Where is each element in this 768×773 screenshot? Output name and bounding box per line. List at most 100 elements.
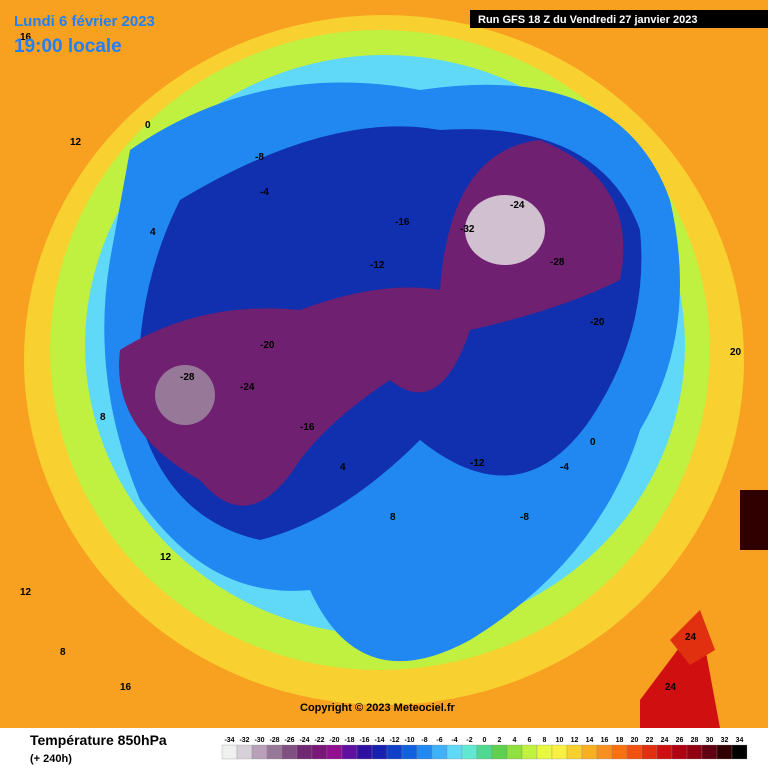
run-info: Run GFS 18 Z du Vendredi 27 janvier 2023 bbox=[478, 14, 697, 26]
legend-tick: -14 bbox=[374, 737, 384, 744]
legend-tick: 16 bbox=[601, 737, 609, 744]
legend-swatch bbox=[461, 744, 478, 760]
legend-swatch bbox=[221, 744, 238, 760]
legend-tick: 18 bbox=[616, 737, 624, 744]
contour-label: 8 bbox=[100, 412, 106, 423]
legend-tick: 22 bbox=[646, 737, 654, 744]
contour-label: -20 bbox=[590, 317, 605, 328]
legend-tick: 2 bbox=[498, 737, 502, 744]
contour-label: -24 bbox=[510, 200, 525, 211]
legend-swatch bbox=[266, 744, 283, 760]
copyright: Copyright © 2023 Meteociel.fr bbox=[300, 702, 456, 714]
warm-area bbox=[670, 610, 715, 665]
legend-swatch bbox=[521, 744, 538, 760]
legend-tick: 30 bbox=[706, 737, 714, 744]
legend-tick: -8 bbox=[421, 737, 427, 744]
contour-label: 0 bbox=[590, 437, 596, 448]
contour-label: -12 bbox=[470, 458, 485, 469]
cold-core bbox=[155, 365, 215, 425]
contour-label: 12 bbox=[20, 587, 32, 598]
legend-swatch bbox=[311, 744, 328, 760]
legend-tick: 32 bbox=[721, 737, 729, 744]
footer-title: Température 850hPa bbox=[30, 732, 167, 748]
contour-label: -8 bbox=[520, 512, 529, 523]
legend-swatch bbox=[551, 744, 568, 760]
contour-label: -8 bbox=[255, 152, 264, 163]
legend-swatch bbox=[626, 744, 643, 760]
contour-label: 4 bbox=[150, 227, 156, 238]
contour-label: -28 bbox=[180, 372, 195, 383]
legend-tick: 20 bbox=[631, 737, 639, 744]
legend-tick: -12 bbox=[389, 737, 399, 744]
legend-tick: -16 bbox=[359, 737, 369, 744]
legend-tick: -20 bbox=[329, 737, 339, 744]
contour-label: 12 bbox=[70, 137, 82, 148]
legend-tick: 8 bbox=[543, 737, 547, 744]
legend-swatch bbox=[656, 744, 673, 760]
legend-swatch bbox=[386, 744, 403, 760]
legend-swatch bbox=[731, 744, 748, 760]
legend-swatch bbox=[341, 744, 358, 760]
legend-swatch bbox=[596, 744, 613, 760]
legend-swatch bbox=[506, 744, 523, 760]
legend-tick: 10 bbox=[556, 737, 564, 744]
hot-area bbox=[740, 490, 768, 550]
contour-label: -24 bbox=[240, 382, 255, 393]
legend-swatch bbox=[641, 744, 658, 760]
run-box bbox=[470, 10, 768, 28]
contour-label: -4 bbox=[260, 187, 269, 198]
legend-tick: -34 bbox=[224, 737, 234, 744]
contour-label: 20 bbox=[730, 347, 742, 358]
contour-label: 16 bbox=[120, 682, 132, 693]
contour-label: -4 bbox=[560, 462, 569, 473]
legend-swatch bbox=[476, 744, 493, 760]
legend-tick: -30 bbox=[254, 737, 264, 744]
legend-swatch bbox=[701, 744, 718, 760]
contour-label: 0 bbox=[145, 120, 151, 131]
legend-tick: -6 bbox=[436, 737, 442, 744]
legend-tick: 4 bbox=[513, 737, 517, 744]
contour-label: 16 bbox=[20, 32, 32, 43]
legend-swatch bbox=[686, 744, 703, 760]
cold-core bbox=[465, 195, 545, 265]
legend-tick: 6 bbox=[528, 737, 532, 744]
legend-swatch bbox=[446, 744, 463, 760]
legend-tick: -4 bbox=[451, 737, 457, 744]
legend-swatch bbox=[236, 744, 253, 760]
legend-tick: -28 bbox=[269, 737, 279, 744]
legend-tick: -26 bbox=[284, 737, 294, 744]
legend-swatch bbox=[416, 744, 433, 760]
legend-swatch bbox=[281, 744, 298, 760]
legend-tick: -10 bbox=[404, 737, 414, 744]
legend-swatch bbox=[536, 744, 553, 760]
legend-swatch bbox=[491, 744, 508, 760]
legend-swatch bbox=[251, 744, 268, 760]
legend-swatch bbox=[371, 744, 388, 760]
legend-tick: 28 bbox=[691, 737, 699, 744]
legend-swatch bbox=[581, 744, 598, 760]
legend-tick: 24 bbox=[661, 737, 669, 744]
contour-label: -28 bbox=[550, 257, 565, 268]
legend-tick: -18 bbox=[344, 737, 354, 744]
contour-label: -16 bbox=[300, 422, 315, 433]
date: Lundi 6 février 2023 bbox=[14, 13, 155, 30]
legend-tick: -22 bbox=[314, 737, 324, 744]
contour-label: -20 bbox=[260, 340, 275, 351]
contour-label: 24 bbox=[665, 682, 677, 693]
contour-label: 12 bbox=[160, 552, 172, 563]
legend-tick: 14 bbox=[586, 737, 594, 744]
legend-swatch bbox=[326, 744, 343, 760]
legend-swatch bbox=[566, 744, 583, 760]
contour-label: -12 bbox=[370, 260, 385, 271]
legend-tick: -2 bbox=[466, 737, 472, 744]
legend-tick: 34 bbox=[736, 737, 744, 744]
legend-swatch bbox=[611, 744, 628, 760]
legend-swatch bbox=[716, 744, 733, 760]
contour-label: 4 bbox=[340, 462, 346, 473]
legend-swatch bbox=[401, 744, 418, 760]
legend-swatch bbox=[431, 744, 448, 760]
contour-label: -16 bbox=[395, 217, 410, 228]
lead-time: (+ 240h) bbox=[30, 753, 72, 765]
legend-tick: 26 bbox=[676, 737, 684, 744]
